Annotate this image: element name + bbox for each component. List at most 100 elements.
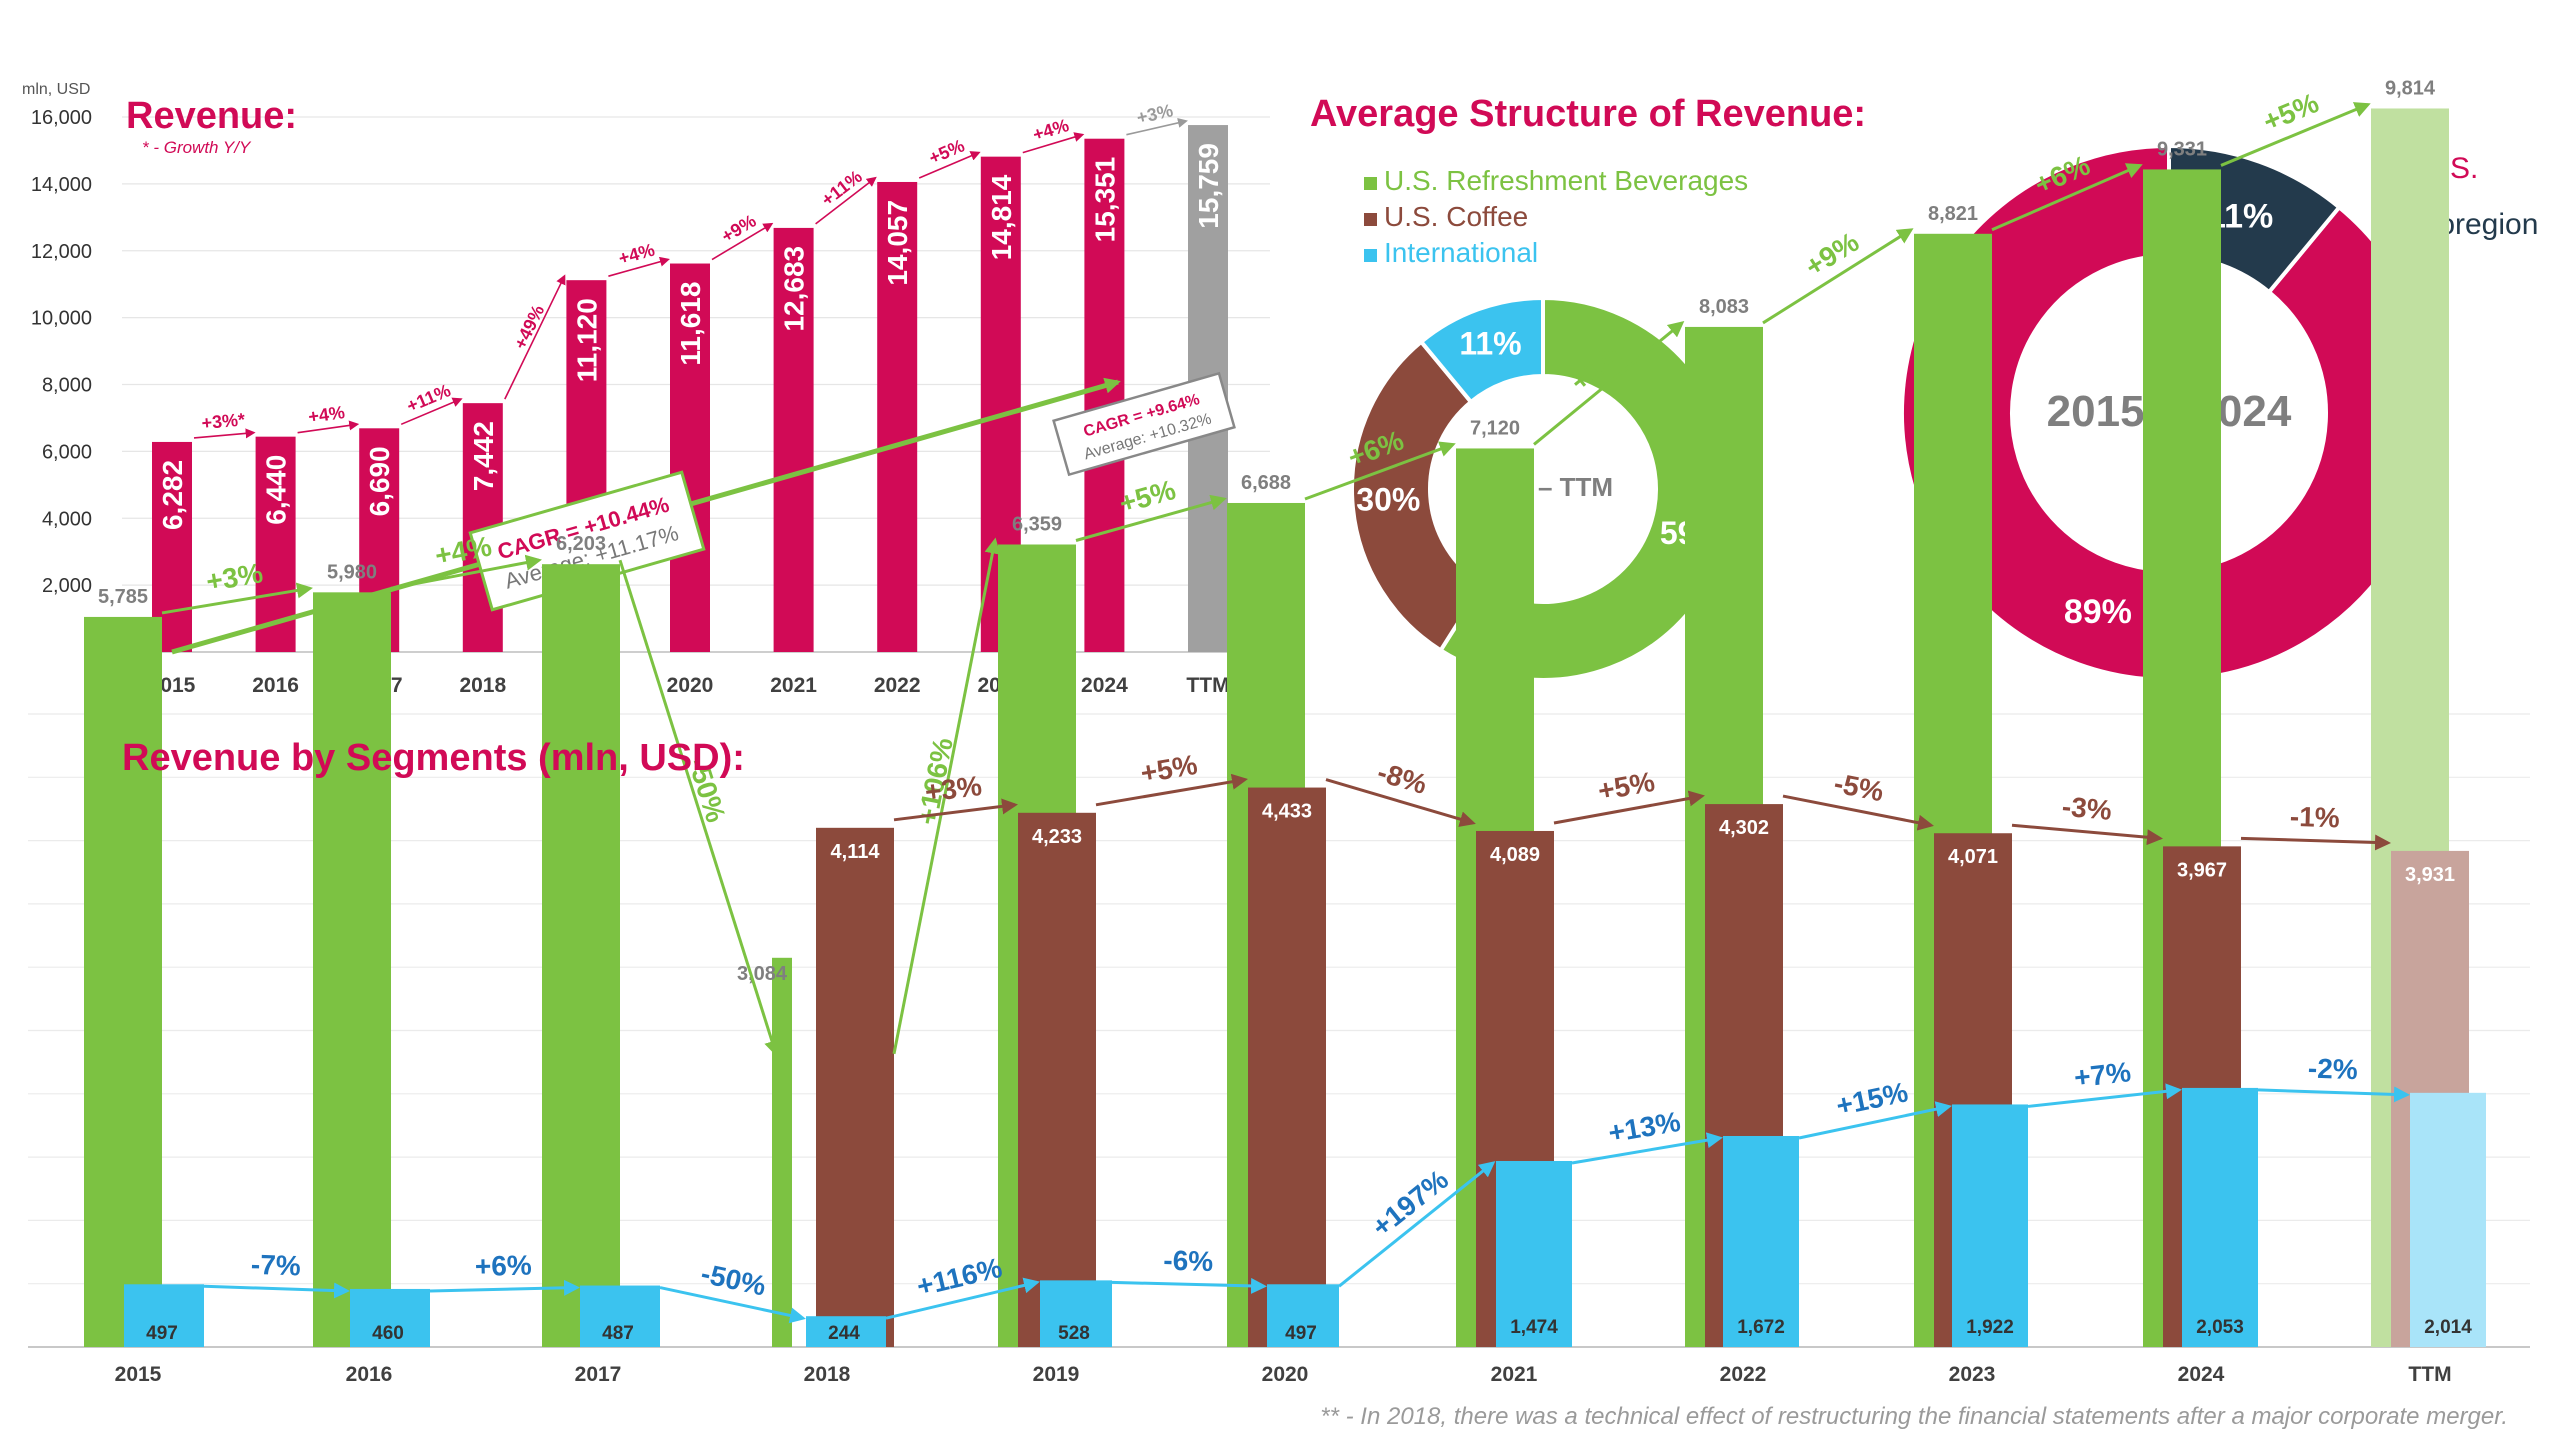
segment-growth-label: +9% — [1800, 226, 1865, 283]
revenue-bar-value: 15,351 — [1089, 157, 1120, 243]
segment-coffee-value: 4,089 — [1490, 844, 1540, 866]
segment-refreshment-value: 6,688 — [1241, 472, 1291, 494]
revenue-growth-arrow — [297, 420, 360, 434]
segments-x-tick: 2021 — [1491, 1363, 1538, 1386]
segment-international-value: 487 — [602, 1323, 634, 1344]
segments-footnote: ** - In 2018, there was a technical effe… — [1320, 1403, 2508, 1430]
revenue-bar-value: 6,690 — [364, 446, 395, 516]
revenue-x-tick: 2020 — [667, 674, 714, 697]
segment-growth-arrow — [203, 1282, 350, 1299]
segment-coffee-value: 3,967 — [2177, 859, 2227, 881]
segment-growth-arrow — [390, 554, 542, 590]
segment-refreshment-value: 8,083 — [1699, 296, 1749, 318]
segment-growth-arrow — [1304, 441, 1456, 501]
revenue-y-tick: 6,000 — [42, 441, 92, 463]
revenue-growth-label: +3%* — [201, 409, 246, 433]
revenue-y-tick: 2,000 — [42, 575, 92, 597]
segment-growth-arrow — [659, 1286, 806, 1324]
segments-x-tick: 2020 — [1262, 1363, 1309, 1386]
legend-swatch — [1364, 213, 1377, 226]
segment-bar-international — [1267, 1284, 1339, 1347]
segments-x-tick: TTM — [2408, 1363, 2451, 1386]
segments-panel: 5,785 497 5,980 460 6,203 487 3,084 4,114 244 6,3… — [28, 77, 2530, 1430]
segment-growth-label: -50% — [698, 1258, 769, 1302]
donut-slice-label: 30% — [1356, 481, 1420, 517]
revenue-growth-arrow — [1022, 132, 1085, 154]
segment-growth-arrow — [1095, 773, 1248, 807]
revenue-growth-arrow — [918, 151, 981, 179]
segment-growth-arrow — [892, 537, 1001, 1055]
segment-growth-label: +5% — [1138, 749, 1199, 789]
segment-growth-arrow — [618, 559, 780, 1057]
segment-growth-arrow — [1991, 163, 2143, 232]
revenue-x-tick: 2022 — [874, 674, 921, 697]
revenue-bar-value: 12,683 — [779, 246, 810, 332]
revenue-y-tick: 14,000 — [31, 174, 92, 196]
revenue-growth-label: +3% — [1135, 100, 1175, 128]
segment-growth-label: +5% — [1596, 766, 1658, 807]
segment-bar-international — [350, 1288, 430, 1347]
segment-growth-arrow — [893, 798, 1018, 822]
revenue-growth-arrow — [400, 397, 463, 426]
segment-bar-international — [580, 1285, 660, 1347]
revenue-growth-label: +49% — [510, 302, 548, 353]
segment-growth-arrow — [2027, 1083, 2182, 1108]
segments-x-tick: 2023 — [1949, 1363, 1996, 1386]
segment-coffee-value: 4,433 — [1262, 801, 1312, 823]
segment-growth-label: +6% — [475, 1250, 533, 1282]
revenue-bar — [773, 227, 814, 653]
segment-international-value: 1,474 — [1510, 1317, 1558, 1338]
revenue-y-tick: 10,000 — [31, 308, 92, 330]
donut-slice — [1350, 339, 1486, 654]
segment-growth-arrow — [2011, 823, 2163, 846]
segment-donut: 59%30%11% — [1350, 295, 1736, 682]
segments-x-tick: 2024 — [2178, 1363, 2225, 1386]
segments-x-tick: 2018 — [804, 1363, 851, 1386]
segment-growth-label: +13% — [1606, 1106, 1683, 1149]
segment-coffee-value: 4,071 — [1948, 846, 1998, 868]
segments-title: Revenue by Segments (mln, USD): — [122, 737, 745, 779]
segment-bar-international — [2182, 1087, 2258, 1347]
segment-international-value: 1,922 — [1966, 1317, 2014, 1338]
segment-international-value: 2,014 — [2424, 1317, 2472, 1338]
segment-international-value: 497 — [146, 1323, 178, 1344]
revenue-bar — [1084, 138, 1125, 653]
segment-bar-international — [1496, 1160, 1572, 1347]
revenue-bar-value: 14,057 — [882, 200, 913, 286]
legend-swatch — [1364, 177, 1377, 190]
revenue-growth-arrow — [608, 256, 670, 277]
segment-bar-coffee — [1018, 812, 1096, 1347]
revenue-x-tick: 2016 — [252, 674, 299, 697]
segments-x-tick: 2017 — [575, 1363, 622, 1386]
segment-bar-international — [124, 1284, 204, 1347]
legend-swatch — [1364, 249, 1377, 262]
segment-bar-international — [2410, 1092, 2486, 1347]
segment-growth-label: -1% — [2289, 801, 2340, 834]
segment-growth-label: +5% — [1116, 474, 1179, 519]
segment-bar-refreshment — [313, 592, 391, 1347]
segment-legend: U.S. Refreshment Beverages U.S. Coffee Int… — [1364, 165, 1748, 268]
revenue-growth-arrow — [711, 222, 774, 261]
segment-growth-arrow — [1075, 494, 1227, 542]
revenue-bar-value: 6,282 — [157, 460, 188, 530]
donut-slice-label: 11% — [1459, 326, 1521, 362]
segment-international-value: 460 — [372, 1323, 404, 1344]
segment-growth-arrow — [2220, 102, 2371, 167]
segment-coffee-value: 4,114 — [831, 841, 881, 863]
revenue-axis: -2,0004,0006,0008,00010,00012,00014,0001… — [31, 107, 1270, 697]
segment-growth-label: -5% — [1831, 767, 1886, 807]
revenue-y-tick: 12,000 — [31, 241, 92, 263]
segment-growth-arrow — [429, 1279, 580, 1296]
segment-international-value: 528 — [1058, 1323, 1090, 1344]
segment-international-value: 497 — [1285, 1323, 1317, 1344]
segment-international-value: 1,672 — [1737, 1317, 1785, 1338]
segment-bar-international — [1723, 1135, 1799, 1347]
segments-x-tick: 2016 — [346, 1363, 393, 1386]
segment-refreshment-value: 6,203 — [556, 533, 606, 555]
legend-label: International — [1384, 237, 1538, 268]
segment-coffee-value: 4,302 — [1719, 817, 1769, 839]
segment-refreshment-value: 9,814 — [2385, 77, 2436, 99]
segment-growth-arrow — [1338, 1161, 1496, 1288]
segment-growth-arrow — [1325, 778, 1476, 827]
